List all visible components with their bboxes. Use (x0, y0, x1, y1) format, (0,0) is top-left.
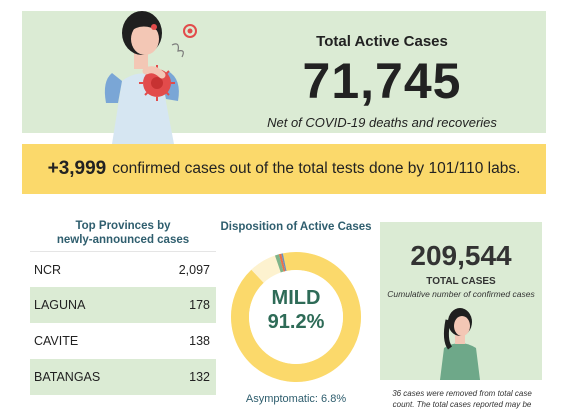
confirmed-cases-banner: +3,999 confirmed cases out of the total … (22, 144, 546, 194)
provinces-title: Top Provinces by newly-announced cases (30, 219, 216, 247)
person-illustration (440, 308, 480, 380)
total-cases-subtitle: Cumulative number of confirmed cases (387, 289, 535, 299)
donut-hole (249, 270, 343, 364)
disposition-donut (231, 252, 361, 382)
provinces-title-line2: newly-announced cases (56, 234, 190, 246)
province-value: 138 (189, 334, 210, 348)
donut-center-label: MILD 91.2% (230, 287, 362, 335)
donut-center-percent: 91.2% (267, 311, 325, 333)
province-row: NCR 2,097 (30, 251, 216, 287)
province-name: BATANGAS (34, 370, 101, 384)
asymptomatic-note: Asymptomatic: 6.8% (245, 393, 347, 405)
new-cases-count: +3,999 (47, 158, 107, 179)
total-active-value: 71,745 (302, 53, 462, 109)
province-name: CAVITE (34, 334, 79, 348)
coughing-woman-illustration (104, 11, 197, 144)
total-active-title: Total Active Cases (316, 33, 448, 50)
province-value: 178 (189, 298, 210, 312)
province-value: 2,097 (178, 262, 210, 277)
donut-slice-asymptomatic (251, 255, 282, 284)
provinces-list: NCR 2,097 LAGUNA 178 CAVITE 138 BATANGAS… (30, 251, 216, 395)
total-cases-panel: 209,544 TOTAL CASES Cumulative number of… (380, 222, 542, 380)
province-value: 132 (189, 370, 210, 384)
donut-center-category: MILD (271, 287, 321, 309)
total-cases-label: TOTAL CASES (426, 276, 496, 287)
disposition-title: Disposition of Active Cases (220, 221, 372, 233)
province-row: CAVITE 138 (30, 323, 216, 359)
province-row: BATANGAS 132 (30, 359, 216, 395)
provinces-title-line1: Top Provinces by (75, 220, 171, 232)
total-active-subtitle: Net of COVID-19 deaths and recoveries (267, 115, 497, 130)
province-name: LAGUNA (34, 298, 86, 312)
total-cases-value: 209,544 (410, 240, 512, 271)
province-row: LAGUNA 178 (30, 287, 216, 323)
removed-cases-note: 36 cases were removed from total case co… (392, 389, 532, 409)
banner-text: confirmed cases out of the total tests d… (112, 160, 521, 177)
province-name: NCR (34, 262, 62, 277)
donut-slice-other-2 (278, 253, 286, 272)
donut-slice-mild (231, 252, 361, 382)
donut-slice-other-1 (274, 254, 284, 273)
total-active-panel: Total Active Cases 71,745 Net of COVID-1… (22, 11, 546, 144)
